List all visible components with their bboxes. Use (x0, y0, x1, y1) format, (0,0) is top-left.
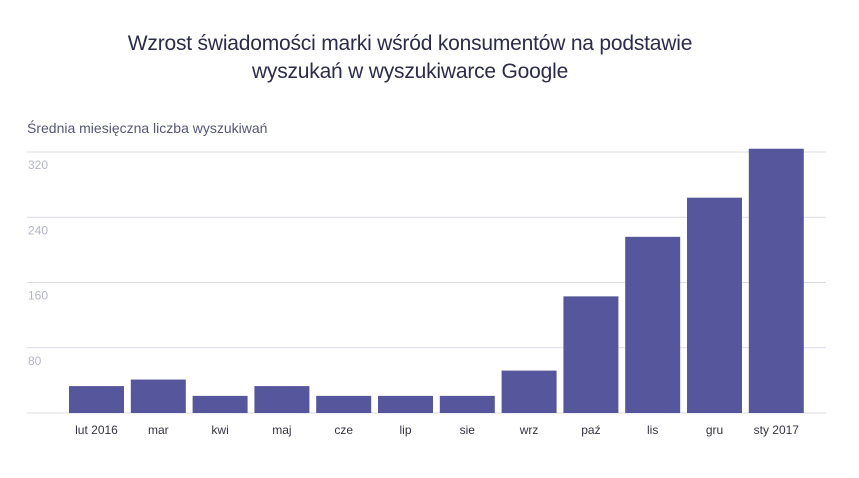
x-tick-label: lis (647, 423, 658, 437)
bar (316, 395, 372, 413)
x-tick-label: maj (272, 423, 291, 437)
bar (687, 197, 742, 413)
chart-title-line-2: wyszukań w wyszukiwarce Google (251, 60, 569, 83)
bar (748, 148, 804, 414)
y-axis-label: Średnia miesięczna liczba wyszukiwań (27, 120, 268, 136)
y-tick-label: 80 (28, 354, 42, 368)
y-tick-label: 320 (28, 158, 48, 172)
bar (563, 296, 619, 413)
x-tick-label: sie (460, 423, 476, 437)
bar (501, 370, 557, 413)
bar (625, 236, 681, 413)
bar (378, 395, 433, 413)
bar (254, 386, 310, 413)
bar (192, 395, 248, 413)
x-tick-label: lut 2016 (75, 423, 118, 437)
x-tick-label: lip (399, 423, 411, 437)
bar (439, 395, 495, 413)
x-tick-label: gru (706, 423, 723, 437)
y-tick-label: 240 (28, 223, 48, 237)
chart-title: Wzrost świadomości marki wśród konsument… (0, 30, 820, 86)
y-tick-label: 160 (28, 289, 48, 303)
x-tick-label: mar (148, 423, 169, 437)
x-tick-label: kwi (211, 423, 228, 437)
bar (69, 386, 124, 413)
x-tick-label: wrz (519, 423, 539, 437)
bar (130, 379, 186, 413)
x-tick-label: sty 2017 (754, 423, 800, 437)
x-tick-label: paź (581, 423, 600, 437)
x-tick-label: cze (334, 423, 353, 437)
chart-title-line-1: Wzrost świadomości marki wśród konsument… (127, 32, 693, 55)
